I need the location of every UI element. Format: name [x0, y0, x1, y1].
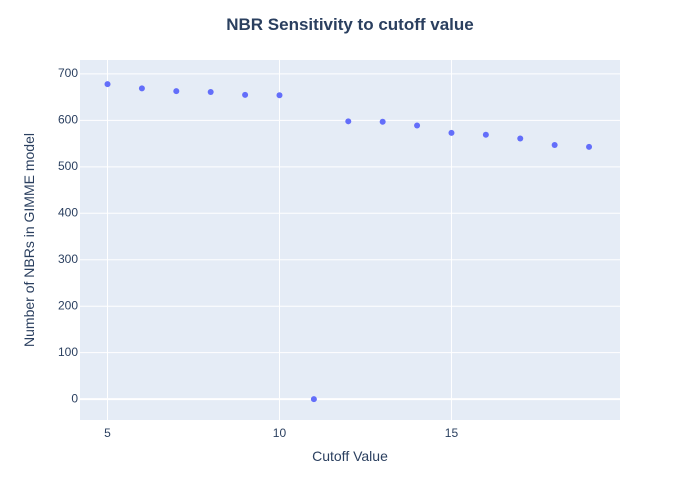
data-point[interactable]: [173, 88, 180, 95]
plot-area: [80, 60, 620, 420]
data-point[interactable]: [207, 89, 214, 96]
x-tick-label: 10: [273, 426, 287, 440]
gridlines: [80, 60, 620, 420]
chart-title: NBR Sensitivity to cutoff value: [226, 15, 473, 34]
data-point[interactable]: [310, 396, 317, 403]
data-point[interactable]: [414, 122, 421, 129]
y-tick-label: 600: [58, 113, 78, 127]
data-point[interactable]: [551, 142, 558, 149]
y-axis-title: Number of NBRs in GIMME model: [21, 133, 37, 347]
tick-labels: 5 10 15 0 100 200 300 400 500 600 700: [58, 66, 458, 440]
y-tick-label: 0: [71, 391, 78, 405]
y-tick-label: 200: [58, 298, 78, 312]
data-point[interactable]: [138, 85, 145, 92]
data-point[interactable]: [482, 131, 489, 138]
x-tick-label: 15: [445, 426, 459, 440]
data-point[interactable]: [586, 143, 593, 150]
y-tick-label: 700: [58, 66, 78, 80]
data-point[interactable]: [276, 92, 283, 99]
y-tick-label: 500: [58, 159, 78, 173]
y-tick-label: 400: [58, 205, 78, 219]
data-points: [104, 81, 593, 403]
data-point[interactable]: [448, 129, 455, 136]
x-tick-label: 5: [104, 426, 111, 440]
data-point[interactable]: [379, 118, 386, 125]
data-point[interactable]: [517, 135, 524, 142]
y-tick-label: 100: [58, 345, 78, 359]
data-point[interactable]: [242, 91, 249, 98]
x-axis-title: Cutoff Value: [312, 448, 388, 464]
data-point[interactable]: [104, 81, 111, 88]
data-point[interactable]: [345, 118, 352, 125]
y-tick-label: 300: [58, 252, 78, 266]
